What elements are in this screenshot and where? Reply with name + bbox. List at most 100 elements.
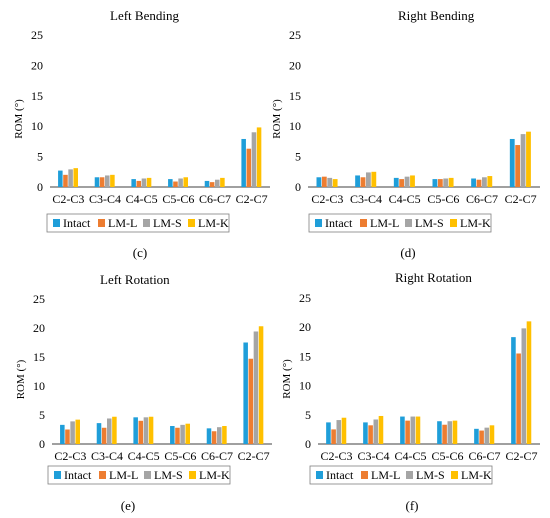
bar-lm-s-c2-c3 (336, 420, 342, 444)
x-tick-label: C2-C7 (505, 192, 537, 206)
bar-lm-k-c2-c7 (258, 326, 264, 444)
y-tick-label: 25 (289, 28, 301, 42)
bar-lm-s-c5-c6 (178, 178, 183, 187)
bar-lm-k-c2-c3 (73, 168, 78, 187)
y-axis-label: ROM (°) (281, 359, 293, 399)
y-axis-label: ROM (°) (15, 359, 27, 399)
chart-title: Left Rotation (100, 272, 170, 287)
legend-label-lm-k: LM-K (198, 216, 229, 230)
legend-label-lm-s: LM-S (154, 468, 183, 482)
bar-lm-l-c2-c7 (248, 358, 254, 444)
bar-intact-c6-c7 (471, 178, 476, 187)
chart-title: Right Rotation (395, 270, 472, 285)
legend-label-lm-s: LM-S (415, 216, 444, 230)
y-tick-label: 20 (31, 58, 43, 72)
x-tick-label: C5-C6 (164, 449, 196, 463)
legend-label-intact: Intact (64, 468, 92, 482)
bar-lm-l-c4-c5 (138, 420, 144, 444)
bar-lm-l-c3-c4 (368, 425, 373, 444)
bar-lm-s-c2-c7 (251, 132, 257, 187)
x-tick-label: C6-C7 (201, 449, 233, 463)
bar-lm-k-c5-c6 (185, 423, 190, 444)
x-tick-label: C2-C3 (52, 192, 84, 206)
bar-intact-c2-c7 (509, 138, 515, 187)
y-tick-label: 15 (289, 89, 301, 103)
y-axis-label: ROM (°) (271, 99, 283, 139)
bar-lm-k-c3-c4 (371, 171, 377, 187)
legend-label-lm-k: LM-K (461, 468, 492, 482)
bar-lm-k-c6-c7 (222, 426, 227, 444)
legend-swatch-lm-k (450, 219, 457, 227)
y-tick-label: 0 (305, 437, 311, 451)
bar-lm-l-c2-c3 (65, 429, 70, 444)
bar-intact-c2-c7 (511, 337, 516, 444)
y-axis-label: ROM (°) (13, 99, 25, 139)
bar-lm-s-c4-c5 (410, 416, 416, 444)
y-tick-label: 10 (31, 119, 43, 133)
y-tick-label: 15 (33, 350, 45, 364)
bar-lm-l-c3-c4 (101, 427, 107, 444)
bar-intact-c3-c4 (96, 423, 102, 444)
x-tick-label: C4-C5 (394, 449, 426, 463)
legend: Intact LM-L LM-S LM-K (47, 465, 231, 485)
bar-lm-l-c6-c7 (476, 179, 482, 187)
bar-lm-k-c3-c4 (112, 416, 117, 444)
legend-swatch-lm-l (360, 219, 367, 227)
x-tick-label: C4-C5 (128, 449, 160, 463)
y-tick-label: 0 (37, 180, 43, 194)
legend-swatch-lm-k (189, 471, 196, 479)
bar-lm-k-c5-c6 (448, 177, 454, 187)
bar-intact-c2-c3 (326, 422, 331, 444)
x-tick-label: C2-C3 (311, 192, 343, 206)
bar-lm-k-c4-c5 (410, 175, 415, 187)
bar-lm-l-c4-c5 (136, 180, 142, 187)
bar-lm-s-c2-c3 (70, 421, 75, 444)
y-tick-label: 10 (33, 379, 45, 393)
bar-lm-k-c5-c6 (452, 420, 458, 444)
x-tick-label: C3-C4 (357, 449, 389, 463)
bar-lm-l-c2-c7 (246, 148, 252, 187)
legend: Intact LM-L LM-S LM-K (309, 465, 493, 485)
bar-lm-s-c6-c7 (482, 177, 487, 187)
bar-lm-k-c2-c3 (75, 419, 80, 444)
bar-lm-l-c2-c7 (515, 145, 521, 187)
y-tick-label: 0 (39, 437, 45, 451)
y-tick-label: 25 (31, 28, 43, 42)
bar-intact-c3-c4 (355, 175, 360, 187)
y-tick-label: 5 (295, 150, 301, 164)
y-tick-label: 20 (299, 320, 311, 334)
bar-lm-s-c2-c7 (253, 331, 259, 444)
x-tick-label: C2-C7 (236, 192, 268, 206)
legend-label-lm-s: LM-S (153, 216, 182, 230)
legend-swatch-lm-s (406, 471, 413, 479)
bar-lm-k-c4-c5 (146, 177, 152, 187)
bar-lm-l-c2-c3 (321, 176, 327, 187)
bar-lm-s-c5-c6 (180, 424, 185, 444)
legend-swatch-lm-s (144, 471, 151, 479)
y-tick-label: 15 (299, 349, 311, 363)
bar-lm-s-c6-c7 (217, 427, 222, 444)
bar-lm-k-c3-c4 (110, 174, 115, 187)
bar-lm-s-c2-c7 (521, 328, 527, 444)
y-tick-label: 25 (299, 291, 311, 305)
x-tick-label: C4-C5 (126, 192, 158, 206)
bar-intact-c2-c3 (316, 177, 322, 187)
x-tick-label: C5-C6 (427, 192, 459, 206)
y-tick-label: 15 (31, 89, 43, 103)
bar-lm-k-c4-c5 (148, 416, 154, 444)
bar-lm-k-c6-c7 (220, 177, 225, 187)
legend-label-lm-l: LM-L (371, 468, 400, 482)
bar-intact-c5-c6 (437, 421, 442, 444)
x-tick-label: C5-C6 (162, 192, 194, 206)
bar-lm-k-c6-c7 (487, 176, 493, 187)
legend-label-intact: Intact (325, 216, 353, 230)
legend-swatch-intact (315, 219, 322, 227)
y-tick-label: 5 (305, 408, 311, 422)
chart-panel-4: Right Rotation 0 5 10 15 20 25 ROM (°) C2-C3 C3-C… (281, 270, 540, 513)
legend: Intact LM-L LM-S LM-K (46, 213, 230, 233)
bar-lm-l-c6-c7 (209, 182, 215, 187)
bar-lm-s-c6-c7 (484, 427, 490, 444)
bar-lm-l-c6-c7 (479, 430, 484, 444)
bar-lm-s-c6-c7 (215, 179, 220, 187)
x-tick-label: C2-C3 (320, 449, 352, 463)
